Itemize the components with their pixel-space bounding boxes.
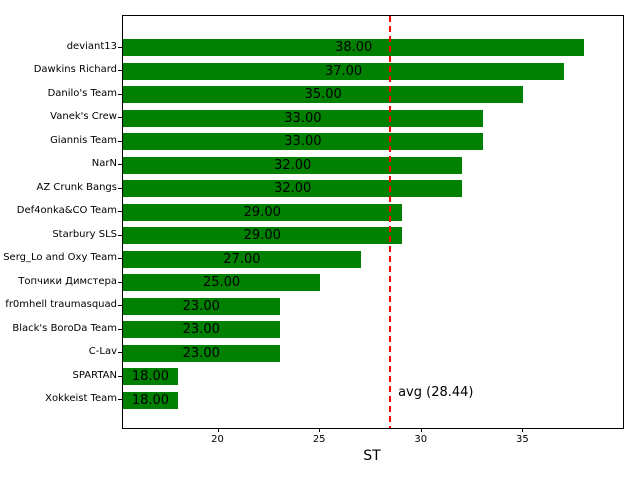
bar-value-label: 35.00: [304, 87, 342, 102]
bar: 33.00: [123, 133, 483, 150]
average-layer: avg (28.44): [123, 16, 623, 428]
bar-value-label: 33.00: [284, 134, 322, 149]
x-tick-mark: [217, 428, 219, 432]
x-tick-mark: [420, 428, 422, 432]
y-tick-mark: [118, 399, 122, 400]
average-line-label: avg (28.44): [398, 385, 474, 400]
y-tick-label: Топчики Димстера: [18, 275, 117, 287]
bar: 25.00: [123, 274, 321, 291]
bar-value-label: 23.00: [182, 345, 220, 361]
y-tick-label: deviant13: [66, 40, 117, 52]
y-tick-label: AZ Crunk Bangs: [36, 181, 118, 193]
bar: 33.00: [123, 109, 483, 127]
x-tick-mark: [319, 428, 321, 432]
y-tick-mark: [118, 375, 122, 377]
y-tick-mark: [118, 187, 122, 189]
bar: 23.00: [123, 297, 280, 315]
y-tick-label: Dawkins Richard: [33, 64, 117, 75]
x-tick-mark: [522, 428, 524, 432]
x-tick-label: 25: [312, 434, 326, 445]
bar-value-label: 38.00: [335, 40, 373, 55]
bar: 32.00: [123, 180, 463, 197]
bar-value-label: 29.00: [243, 204, 281, 220]
y-tick-label: Serg_Lo and Oxy Team: [3, 252, 117, 263]
bar-value-label: 23.00: [182, 298, 220, 314]
bar: 27.00: [123, 250, 361, 268]
y-tick-label: SPARTAN: [72, 369, 117, 381]
y-tick-label: NarN: [91, 158, 117, 169]
x-tick-label: 30: [414, 434, 428, 445]
y-tick-mark: [118, 328, 122, 330]
bars-layer: 38.00 37.00 35.00 33.00 33.00 32.00 32.00 29.00…: [123, 16, 623, 428]
bar-value-label: 18.00: [131, 392, 170, 408]
x-axis-title: ST: [363, 448, 381, 464]
bar: 18.00: [123, 368, 178, 385]
y-tick-label: Vanek's Crew: [50, 111, 117, 122]
bar-value-label: 32.00: [274, 157, 312, 173]
bar: 37.00: [123, 62, 565, 80]
y-tick-mark: [118, 281, 122, 283]
bar-value-label: 27.00: [223, 251, 261, 267]
bar-value-label: 25.00: [202, 275, 241, 290]
bar-value-label: 37.00: [324, 63, 363, 79]
average-line: [389, 16, 392, 428]
bar-value-label: 29.00: [243, 228, 281, 243]
y-tick-mark: [118, 93, 122, 95]
bar: 35.00: [123, 86, 524, 103]
y-tick-mark: [118, 140, 122, 142]
y-tick-mark: [118, 70, 122, 71]
bar-value-label: 23.00: [182, 322, 220, 337]
y-tick-label: Def4onka&CO Team: [16, 205, 117, 216]
y-axis-labels: deviant13 Dawkins Richard Danilo's Team Van…: [0, 0, 117, 480]
y-tick-mark: [118, 305, 122, 306]
y-tick-mark: [118, 117, 122, 118]
bar: 32.00: [123, 156, 463, 174]
y-tick-label: fr0mhell traumasquad: [5, 299, 117, 310]
bar: 23.00: [123, 344, 280, 362]
bar: 23.00: [123, 321, 280, 338]
x-tick-label: 20: [211, 434, 224, 445]
y-tick-mark: [118, 258, 122, 259]
y-tick-label: Starbury SLS: [52, 228, 117, 240]
y-tick-label: Giannis Team: [50, 134, 117, 146]
bar: 38.00: [123, 39, 585, 56]
y-tick-mark: [118, 234, 122, 236]
y-tick-mark: [118, 164, 122, 165]
bar: 18.00: [123, 391, 178, 409]
x-tick-label: 35: [516, 434, 529, 445]
bar: 29.00: [123, 227, 402, 244]
y-tick-label: Black's BoroDa Team: [12, 322, 117, 334]
y-tick-mark: [118, 352, 122, 353]
bar-value-label: 18.00: [131, 369, 170, 384]
bar-value-label: 33.00: [284, 110, 322, 126]
y-tick-label: Xokkeist Team: [45, 393, 117, 404]
bar-value-label: 32.00: [274, 181, 312, 196]
bar: 29.00: [123, 203, 402, 221]
y-tick-mark: [118, 46, 122, 48]
y-tick-mark: [118, 211, 122, 212]
y-tick-label: C-Lav: [88, 346, 117, 357]
y-tick-label: Danilo's Team: [47, 87, 117, 99]
plot-area: 38.00 37.00 35.00 33.00 33.00 32.00 32.00 29.00…: [122, 15, 624, 429]
